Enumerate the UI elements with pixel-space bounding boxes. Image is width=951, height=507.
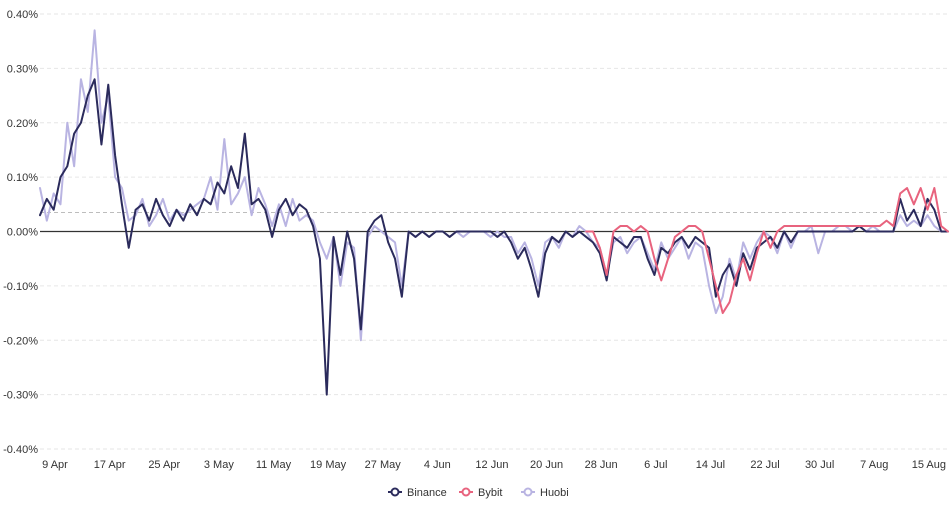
series-line-huobi [39, 29, 949, 342]
x-tick-label: 11 May [256, 459, 292, 471]
legend-item-bybit[interactable]: Bybit [459, 487, 502, 499]
legend-label: Huobi [540, 487, 569, 499]
legend: Binance Bybit Huobi [388, 487, 569, 499]
legend-swatch-marker [523, 487, 533, 497]
x-tick-label: 30 Jul [805, 459, 834, 471]
legend-item-binance[interactable]: Binance [388, 487, 447, 499]
y-tick-label: 0.10% [7, 172, 38, 184]
x-tick-label: 17 Apr [94, 459, 126, 471]
legend-item-huobi[interactable]: Huobi [521, 487, 569, 499]
legend-swatch-marker [461, 487, 471, 497]
x-tick-label: 25 Apr [148, 459, 180, 471]
y-tick-label: 0.00% [7, 227, 38, 239]
x-tick-label: 19 May [310, 459, 347, 471]
legend-swatch-marker [390, 487, 400, 497]
x-tick-label: 3 May [204, 459, 234, 471]
y-tick-label: -0.40% [3, 444, 38, 456]
x-tick-label: 12 Jun [475, 459, 508, 471]
series-lines [39, 29, 949, 396]
x-tick-label: 22 Jul [750, 459, 779, 471]
axis-labels: 0.40% 0.30% 0.20% 0.10% 0.00% -0.10% -0.20% -0.… [3, 9, 946, 471]
x-tick-label: 9 Apr [42, 459, 68, 471]
series-line-binance [39, 78, 949, 396]
series-line-bybit [585, 187, 949, 315]
x-tick-label: 4 Jun [424, 459, 451, 471]
y-tick-label: 0.40% [7, 9, 38, 21]
y-tick-label: -0.30% [3, 390, 38, 402]
x-tick-label: 14 Jul [696, 459, 725, 471]
legend-label: Binance [407, 487, 447, 499]
x-tick-label: 6 Jul [644, 459, 667, 471]
grid-lines [40, 13, 948, 450]
y-tick-label: 0.20% [7, 118, 38, 130]
x-tick-label: 20 Jun [530, 459, 563, 471]
x-tick-label: 7 Aug [860, 459, 888, 471]
x-tick-label: 15 Aug [912, 459, 946, 471]
x-tick-label: 28 Jun [585, 459, 618, 471]
y-tick-label: 0.30% [7, 63, 38, 75]
legend-label: Bybit [478, 487, 502, 499]
x-tick-label: 27 May [365, 459, 402, 471]
y-tick-label: -0.20% [3, 335, 38, 347]
y-tick-label: -0.10% [3, 281, 38, 293]
